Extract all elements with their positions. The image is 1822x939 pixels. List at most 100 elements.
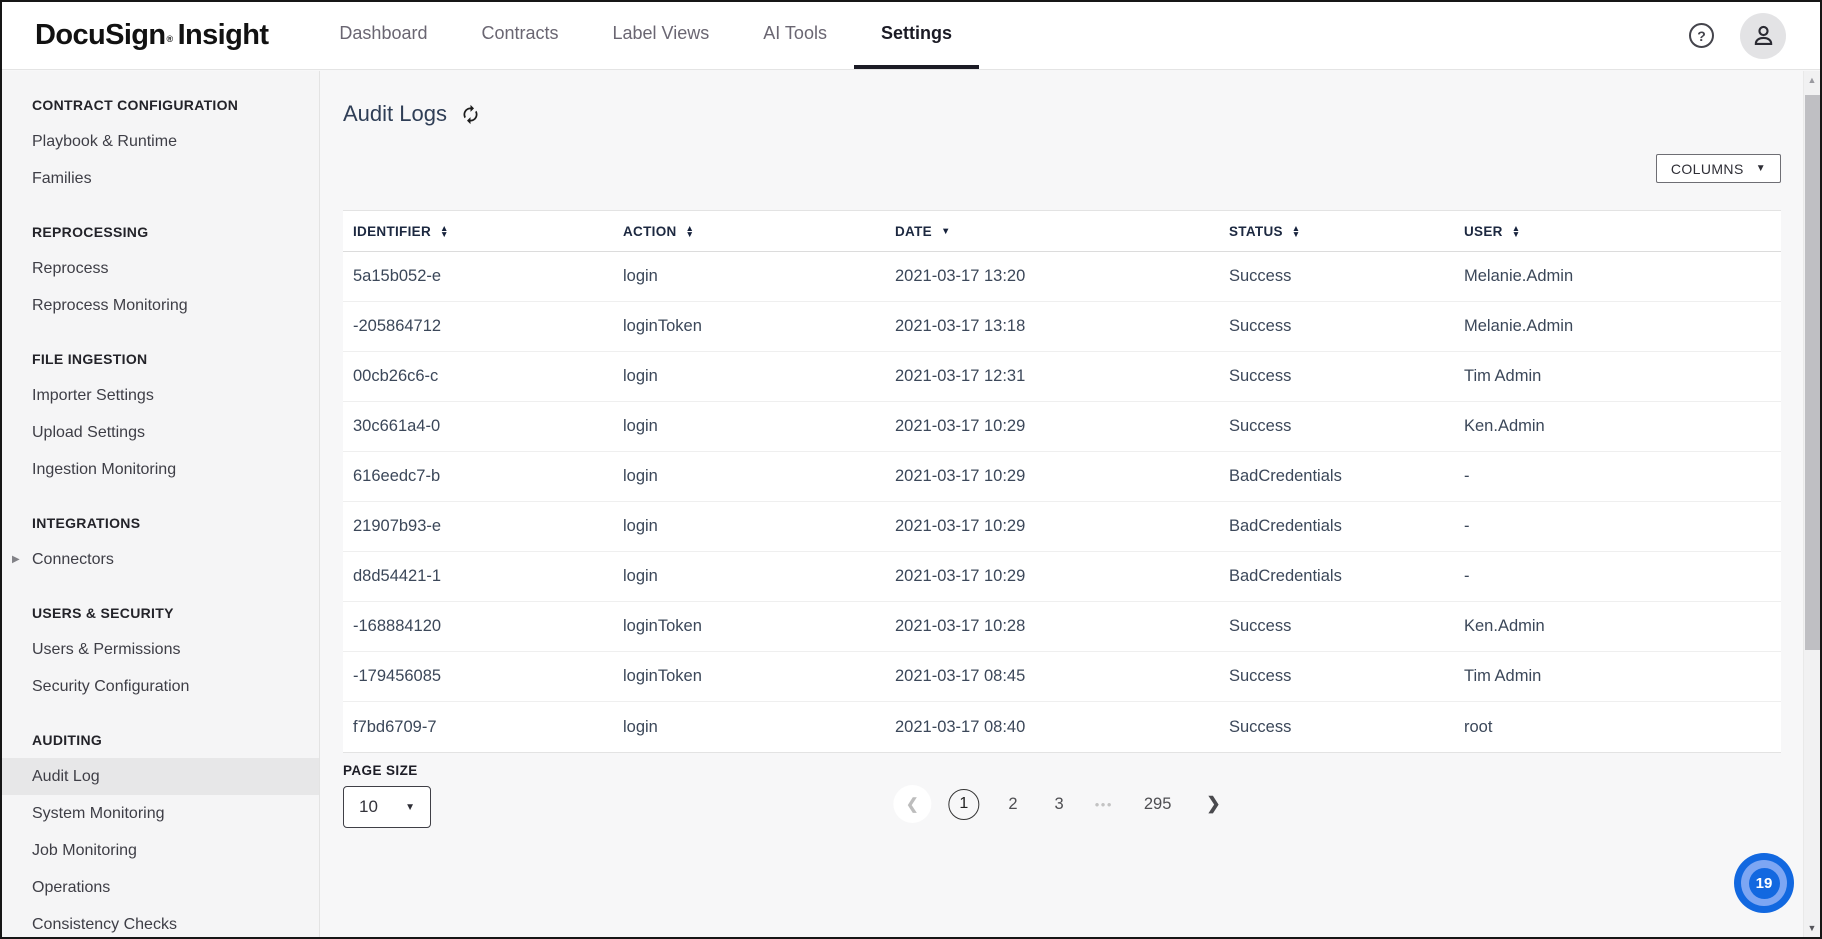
sidebar-item-users-permissions[interactable]: Users & Permissions: [32, 640, 181, 658]
refresh-button[interactable]: [460, 104, 481, 125]
sidebar-item-upload-settings[interactable]: Upload Settings: [32, 423, 145, 441]
cell-date: 2021-03-17 13:18: [895, 317, 1026, 335]
pagination: ❮ 1 2 3 ••• 295 ❯: [893, 785, 1230, 823]
sidebar-item-reprocess-monitoring[interactable]: Reprocess Monitoring: [32, 296, 188, 314]
pagination-page-3[interactable]: 3: [1054, 794, 1064, 813]
cell-user: Melanie.Admin: [1464, 267, 1574, 285]
cell-identifier: -179456085: [353, 667, 442, 685]
cell-identifier: -168884120: [353, 617, 442, 635]
cell-identifier: 616eedc7-b: [353, 467, 441, 485]
cell-date: 2021-03-17 10:29: [895, 417, 1026, 435]
cell-status: BadCredentials: [1229, 567, 1342, 585]
scroll-down-arrow-icon[interactable]: ▼: [1807, 923, 1817, 933]
feedback-badge[interactable]: 19: [1734, 853, 1794, 913]
scroll-up-arrow-icon[interactable]: ▲: [1807, 75, 1817, 85]
pagination-prev-button[interactable]: ❮: [893, 785, 932, 823]
table-row: 30c661a4-0 login 2021-03-17 10:29 Succes…: [343, 402, 1781, 452]
sidebar-item-system-monitoring[interactable]: System Monitoring: [32, 804, 165, 822]
scrollbar-thumb[interactable]: [1805, 95, 1820, 650]
column-header-action[interactable]: ACTION ▲ ▼: [613, 224, 885, 239]
nav-tab-contracts[interactable]: Contracts: [481, 23, 559, 43]
sidebar-item-audit-log[interactable]: Audit Log: [2, 758, 319, 795]
feedback-badge-ring: 19: [1741, 860, 1787, 906]
column-label: IDENTIFIER: [353, 223, 432, 239]
sidebar-item-connectors[interactable]: ▶ Connectors: [2, 541, 319, 578]
column-header-identifier[interactable]: IDENTIFIER ▲ ▼: [343, 224, 613, 239]
registered-mark: ®: [166, 33, 174, 44]
sidebar-item-playbook-runtime[interactable]: Playbook & Runtime: [32, 132, 177, 150]
cell-status: Success: [1229, 317, 1292, 335]
vertical-scrollbar[interactable]: ▲ ▼: [1803, 71, 1820, 937]
nav-tab-ai-tools[interactable]: AI Tools: [763, 23, 827, 43]
cell-date: 2021-03-17 10:29: [895, 517, 1026, 535]
table-row: 21907b93-e login 2021-03-17 10:29 BadCre…: [343, 502, 1781, 552]
help-icon[interactable]: ?: [1689, 23, 1714, 48]
section-reprocessing: REPROCESSING Reprocess Reprocess Monitor…: [2, 213, 319, 324]
cell-status: Success: [1229, 617, 1292, 635]
cell-action: loginToken: [623, 617, 702, 635]
pagination-page-2[interactable]: 2: [1008, 794, 1018, 813]
nav-tab-dashboard[interactable]: Dashboard: [339, 23, 428, 43]
cell-status: Success: [1229, 267, 1292, 285]
nav-tab-label-views[interactable]: Label Views: [612, 23, 710, 43]
cell-date: 2021-03-17 08:40: [895, 717, 1026, 736]
sidebar-item-job-monitoring[interactable]: Job Monitoring: [32, 841, 137, 859]
expand-right-icon[interactable]: ▶: [12, 554, 20, 565]
pagination-next-button[interactable]: ❯: [1196, 794, 1230, 814]
page-size-select[interactable]: 10 ▼: [343, 786, 431, 828]
cell-action: login: [623, 517, 658, 535]
section-file-ingestion: FILE INGESTION Importer Settings Upload …: [2, 340, 319, 488]
sidebar-item-reprocess[interactable]: Reprocess: [32, 259, 109, 277]
section-contract-configuration: CONTRACT CONFIGURATION Playbook & Runtim…: [2, 86, 319, 197]
table-row: 00cb26c6-c login 2021-03-17 12:31 Succes…: [343, 352, 1781, 402]
sidebar-item-security-configuration[interactable]: Security Configuration: [32, 677, 190, 695]
refresh-icon: [463, 104, 478, 124]
pagination-page-1-current[interactable]: 1: [948, 788, 980, 820]
cell-identifier: d8d54421-1: [353, 567, 442, 585]
cell-date: 2021-03-17 12:31: [895, 367, 1026, 385]
chevron-down-icon: ▼: [405, 801, 415, 813]
section-users-security: USERS & SECURITY Users & Permissions Sec…: [2, 594, 319, 705]
section-title: CONTRACT CONFIGURATION: [32, 96, 239, 113]
cell-user: -: [1464, 517, 1470, 535]
sidebar-item-consistency-checks[interactable]: Consistency Checks: [32, 915, 177, 933]
cell-user: Ken.Admin: [1464, 617, 1545, 635]
title-row: Audit Logs: [343, 101, 1781, 127]
table-row: 5a15b052-e login 2021-03-17 13:20 Succes…: [343, 252, 1781, 302]
nav-tab-settings[interactable]: Settings: [853, 2, 979, 69]
columns-button[interactable]: COLUMNS ▼: [1655, 154, 1781, 183]
cell-date: 2021-03-17 10:29: [895, 467, 1026, 485]
column-header-status[interactable]: STATUS ▲ ▼: [1219, 224, 1454, 239]
column-label: DATE: [895, 223, 932, 239]
header-actions: ?: [1689, 2, 1820, 69]
sidebar-item-importer-settings[interactable]: Importer Settings: [32, 386, 154, 404]
cell-action: loginToken: [623, 317, 702, 335]
cell-status: Success: [1229, 667, 1292, 685]
cell-identifier: 21907b93-e: [353, 517, 442, 535]
sidebar-item-families[interactable]: Families: [32, 169, 92, 187]
column-header-user[interactable]: USER ▲ ▼: [1454, 224, 1781, 239]
chevron-left-icon: ❮: [906, 796, 919, 813]
cell-user: root: [1464, 717, 1493, 736]
pagination-page-last[interactable]: 295: [1143, 794, 1172, 813]
page-title: Audit Logs: [343, 101, 447, 126]
cell-status: BadCredentials: [1229, 467, 1342, 485]
user-avatar[interactable]: [1740, 12, 1786, 59]
sidebar-item-ingestion-monitoring[interactable]: Ingestion Monitoring: [32, 460, 177, 478]
docusign-insight-logo: DocuSign ® Insight: [35, 2, 269, 69]
sidebar-item-operations[interactable]: Operations: [32, 878, 111, 896]
audit-log-table: IDENTIFIER ▲ ▼ ACTION ▲ ▼ DATE ▼ STATUS ▲ ▼…: [343, 210, 1781, 753]
sort-icon: ▲ ▼: [1511, 222, 1521, 239]
cell-date: 2021-03-17 08:45: [895, 667, 1026, 685]
page-size-value: 10: [359, 797, 378, 816]
page-size-label: PAGE SIZE: [343, 763, 418, 778]
cell-identifier: 5a15b052-e: [353, 267, 442, 285]
cell-status: Success: [1229, 717, 1292, 736]
cell-status: Success: [1229, 367, 1292, 385]
person-icon: [1754, 25, 1772, 46]
main-content: Audit Logs COLUMNS ▼ IDENTIFIER ▲ ▼ ACTIO…: [321, 71, 1803, 937]
cell-user: Ken.Admin: [1464, 417, 1545, 435]
cell-action: login: [623, 267, 658, 285]
column-header-date[interactable]: DATE ▼: [885, 224, 1219, 239]
